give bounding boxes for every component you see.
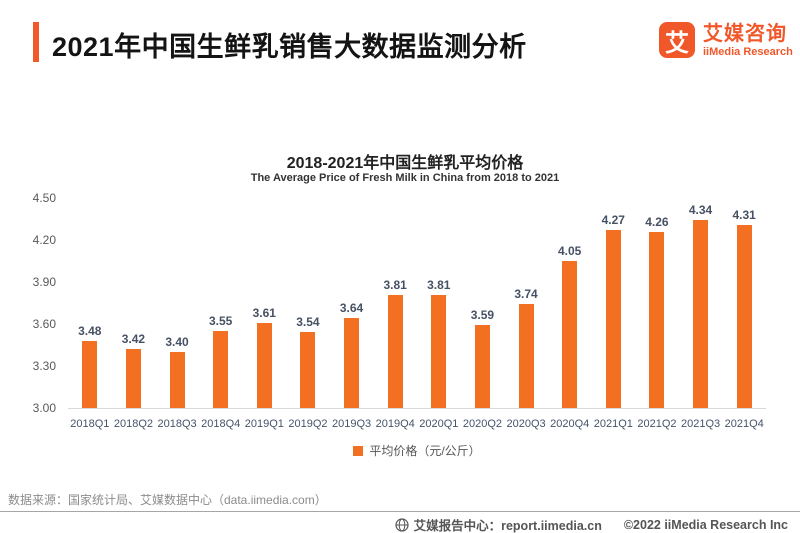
- iimedia-logo: 艾 艾媒咨询 iiMedia Research: [659, 22, 793, 59]
- x-axis-label: 2019Q2: [288, 418, 328, 430]
- bar: [125, 349, 141, 408]
- bar-column: 3.55 2018Q4: [199, 198, 243, 430]
- x-axis-label: 2021Q4: [724, 418, 764, 430]
- y-axis-tick: 4.50: [32, 191, 56, 205]
- bar-value-label: 3.40: [165, 335, 189, 349]
- bar-column: 3.64 2019Q3: [330, 198, 374, 430]
- data-source-note: 数据来源：国家统计局、艾媒数据中心（data.iimedia.com）: [8, 493, 327, 507]
- x-axis-label: 2020Q4: [550, 418, 590, 430]
- legend-swatch: [353, 445, 364, 456]
- bar: [693, 220, 709, 408]
- bar-column: 3.81 2019Q4: [373, 198, 417, 430]
- y-axis-tick: 4.20: [32, 233, 56, 247]
- bar-value-label: 3.59: [470, 308, 495, 323]
- bar: [518, 304, 534, 408]
- y-axis-tick: 3.00: [32, 401, 56, 415]
- bar-column: 3.59 2020Q2: [461, 198, 505, 430]
- title-accent-bar: [33, 22, 39, 62]
- x-axis-label: 2018Q2: [113, 418, 154, 430]
- bar-value-label: 3.81: [427, 277, 451, 292]
- bar-column: 4.05 2020Q4: [548, 198, 592, 430]
- x-axis-label: 2019Q3: [331, 418, 372, 430]
- y-axis-tick: 3.30: [32, 359, 56, 373]
- y-axis-tick: 3.90: [32, 275, 56, 289]
- bar: [82, 340, 98, 408]
- bar-column: 4.26 2021Q2: [635, 198, 679, 430]
- bar: [213, 331, 229, 408]
- bar-column: 3.40 2018Q3: [155, 198, 199, 430]
- bar-column: 3.74 2020Q3: [504, 198, 548, 430]
- bar: [344, 318, 360, 408]
- x-axis-label: 2020Q1: [419, 418, 459, 430]
- bar-value-label: 4.26: [645, 214, 669, 229]
- page-title: 2021年中国生鲜乳销售大数据监测分析: [52, 32, 527, 62]
- x-axis-label: 2019Q1: [244, 418, 284, 430]
- chart-subtitle: The Average Price of Fresh Milk in China…: [250, 172, 560, 184]
- bar: [562, 261, 578, 408]
- bar-column: 3.48 2018Q1: [68, 198, 112, 430]
- bar-column: 4.31 2021Q4: [722, 198, 766, 430]
- x-axis-label: 2020Q3: [506, 418, 546, 430]
- y-axis: 4.50 4.20 3.90 3.60 3.30 3.00: [20, 191, 56, 415]
- x-axis-label: 2018Q3: [157, 418, 197, 430]
- bar-value-label: 3.61: [252, 305, 276, 320]
- footer: 艾媒报告中心：report.iimedia.cn ©2022 iiMedia R…: [395, 515, 788, 533]
- bar-column: 4.27 2021Q1: [592, 198, 636, 430]
- bar-value-label: 4.27: [601, 213, 625, 228]
- bar-column: 4.34 2021Q3: [679, 198, 723, 430]
- bar: [431, 294, 447, 408]
- legend-label: 平均价格（元/公斤）: [369, 444, 481, 458]
- bar-value-label: 3.48: [78, 323, 102, 338]
- bar: [300, 332, 316, 408]
- footer-divider: [0, 511, 800, 512]
- iimedia-logo-icon: 艾: [659, 22, 695, 58]
- bar: [256, 322, 272, 408]
- bar: [649, 231, 665, 408]
- chart-title: 2018-2021年中国生鲜乳平均价格: [286, 155, 524, 172]
- x-axis-label: 2019Q4: [375, 418, 415, 430]
- bar-value-label: 3.55: [209, 314, 233, 328]
- bar-column: 3.54 2019Q2: [286, 198, 330, 430]
- x-axis-label: 2021Q2: [637, 418, 677, 430]
- bar-value-label: 4.34: [688, 203, 713, 218]
- bar-value-label: 4.05: [558, 244, 582, 258]
- footer-copyright: ©2022 iiMedia Research Inc: [623, 517, 788, 532]
- bar-plot-area: 3.48 2018Q1 3.42 2018Q2 3.40 2018Q3 3.55 2018Q4…: [68, 198, 766, 430]
- bar: [474, 325, 490, 408]
- bar-value-label: 3.42: [121, 332, 146, 347]
- bar-value-label: 4.31: [732, 207, 756, 222]
- bar-column: 3.61 2019Q1: [243, 198, 287, 430]
- bar: [387, 294, 403, 408]
- bar-value-label: 3.64: [339, 301, 364, 316]
- x-axis-label: 2018Q1: [70, 418, 110, 430]
- x-axis-label: 2021Q1: [593, 418, 633, 430]
- bar: [169, 352, 185, 408]
- logo-name-cn: 艾媒咨询: [703, 23, 787, 45]
- bar-column: 3.81 2020Q1: [417, 198, 461, 430]
- y-axis-tick: 3.60: [32, 317, 56, 331]
- bar: [736, 224, 752, 408]
- footer-site-label: 艾媒报告中心：report.iimedia.cn: [413, 519, 602, 533]
- x-axis-label: 2018Q4: [201, 418, 241, 430]
- x-axis-label: 2020Q2: [462, 418, 503, 430]
- bar-value-label: 3.74: [514, 287, 538, 302]
- globe-icon: [395, 517, 409, 532]
- bar-value-label: 3.81: [383, 277, 407, 292]
- bar-column: 3.42 2018Q2: [112, 198, 156, 430]
- x-axis-label: 2021Q3: [680, 418, 721, 430]
- bar: [605, 230, 621, 408]
- bar-value-label: 3.54: [296, 315, 320, 330]
- logo-name-en: iiMedia Research: [703, 46, 793, 58]
- legend: 平均价格（元/公斤）: [68, 442, 766, 459]
